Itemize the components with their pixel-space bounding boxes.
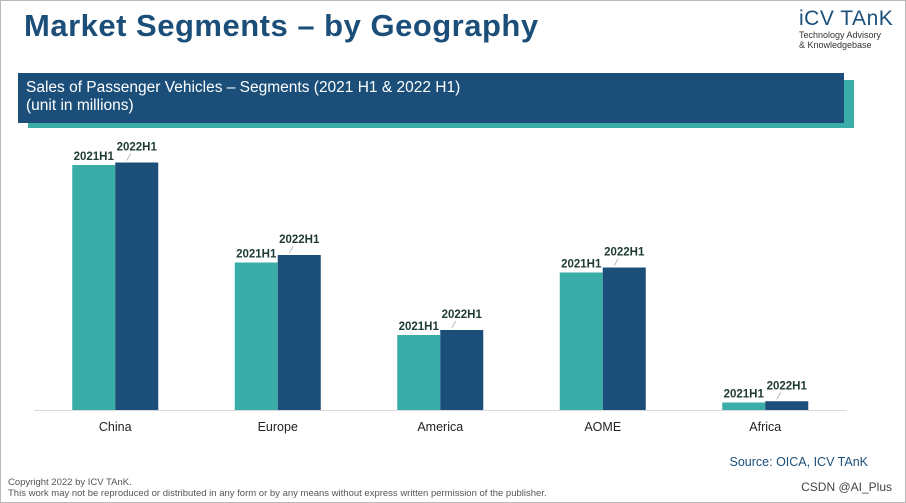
- copyright-notice: This work may not be reproduced or distr…: [8, 488, 547, 499]
- logo-name: iCV TAnK: [799, 7, 894, 30]
- bar-2021H1-America: [397, 335, 441, 410]
- data-label-2021H1-America: 2021H1: [399, 321, 440, 333]
- bar-2022H1-China: [115, 162, 159, 410]
- label-leader-Europe: [288, 245, 294, 254]
- watermark: CSDN @AI_Plus: [801, 480, 892, 494]
- data-label-2022H1-Africa: 2022H1: [767, 380, 808, 392]
- bar-2021H1-Europe: [234, 262, 278, 410]
- label-leader-AOME: [613, 258, 619, 266]
- x-tick-label-America: America: [417, 420, 463, 434]
- chart-title: Sales of Passenger Vehicles – Segments (…: [26, 79, 461, 96]
- copyright-text: Copyright 2022 by ICV TAnK.: [8, 477, 132, 488]
- bar-2021H1-Africa: [722, 402, 766, 410]
- data-label-2021H1-AOME: 2021H1: [561, 259, 602, 271]
- chart-banner: Sales of Passenger Vehicles – Segments (…: [18, 73, 844, 123]
- bar-2022H1-AOME: [602, 267, 646, 410]
- x-tick-label-China: China: [99, 420, 132, 434]
- source-note: Source: OICA, ICV TAnK: [729, 455, 868, 469]
- x-tick-label-Europe: Europe: [258, 420, 298, 434]
- data-label-2022H1-America: 2022H1: [442, 309, 483, 321]
- page-title: Market Segments – by Geography: [24, 8, 539, 43]
- data-label-2022H1-AOME: 2022H1: [604, 247, 645, 259]
- logo-tagline-2: & Knowledgebase: [799, 40, 872, 50]
- bar-2021H1-China: [72, 165, 116, 410]
- bar-2022H1-Africa: [765, 401, 809, 410]
- bar-2022H1-Europe: [277, 255, 321, 410]
- logo: iCV TAnK Technology Advisory & Knowledge…: [799, 7, 899, 51]
- data-label-2022H1-China: 2022H1: [117, 142, 158, 154]
- bar-2022H1-America: [440, 330, 484, 410]
- data-label-2021H1-China: 2021H1: [74, 151, 115, 163]
- data-label-2021H1-Africa: 2021H1: [724, 389, 765, 401]
- data-label-2022H1-Europe: 2022H1: [279, 234, 320, 246]
- data-label-2021H1-Europe: 2021H1: [236, 249, 277, 261]
- chart-unit-label: (unit in millions): [26, 97, 134, 114]
- x-tick-label-AOME: AOME: [584, 420, 621, 434]
- bar-2021H1-AOME: [559, 272, 603, 410]
- label-leader-China: [126, 153, 132, 161]
- label-leader-Africa: [776, 392, 782, 400]
- logo-tagline-1: Technology Advisory: [799, 30, 882, 40]
- x-tick-label-Africa: Africa: [749, 420, 781, 434]
- label-leader-America: [451, 320, 457, 329]
